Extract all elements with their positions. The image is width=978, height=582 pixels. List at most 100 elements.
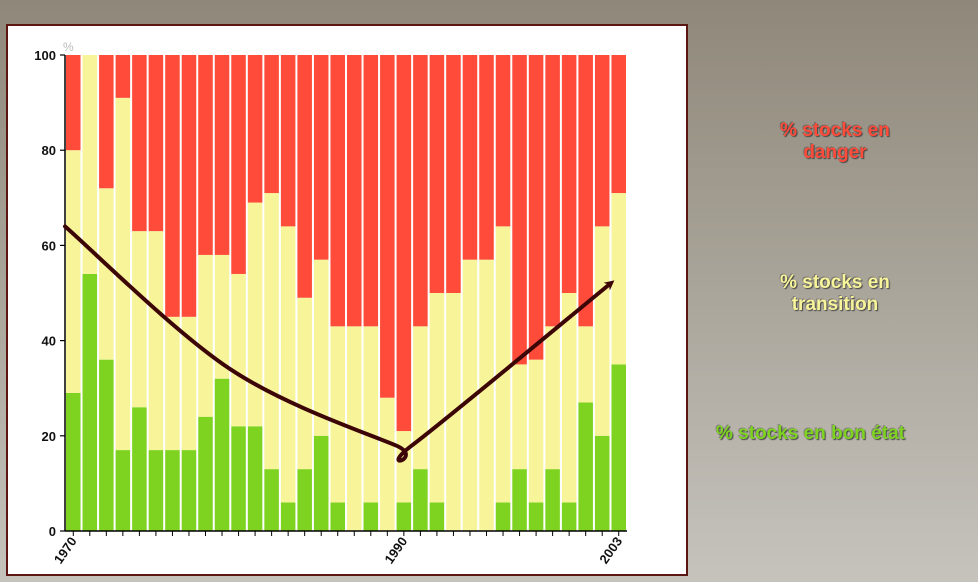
bar-segment-1988-s2 <box>363 55 379 327</box>
bar-segment-1991-s0 <box>413 469 428 531</box>
bar-segment-1990-s1 <box>396 431 412 503</box>
bar-segment-2000-s0 <box>561 502 577 531</box>
legend-good-label: % stocks en bon état <box>716 423 905 444</box>
bar-segment-1973-s0 <box>115 450 131 531</box>
bar-segment-1972-s0 <box>99 359 114 531</box>
y-tick-label-80: 80 <box>42 143 56 158</box>
bar-segment-2000-s2 <box>561 55 577 293</box>
bar-segment-1978-s2 <box>198 55 213 255</box>
bar-segment-1986-s2 <box>330 55 345 327</box>
bar-segment-1975-s1 <box>148 231 164 451</box>
bar-segment-2002-s2 <box>594 55 610 227</box>
bar-segment-1971-s1 <box>82 55 98 274</box>
y-tick-label-40: 40 <box>42 334 56 349</box>
bar-segment-1973-s2 <box>115 55 131 98</box>
bar-segment-1989-s2 <box>380 55 395 398</box>
bar-segment-1992-s2 <box>429 55 445 293</box>
bar-segment-1990-s2 <box>396 55 412 432</box>
bar-segment-1997-s2 <box>512 55 527 365</box>
bar-segment-1996-s1 <box>495 226 511 503</box>
bar-segment-1984-s2 <box>297 55 312 298</box>
bar-segment-1992-s0 <box>429 502 445 531</box>
bar-segment-1984-s0 <box>297 469 312 531</box>
bar-segment-1993-s2 <box>446 55 461 293</box>
bar-segment-1977-s2 <box>181 55 197 317</box>
y-tick-label-60: 60 <box>42 238 56 253</box>
bar-segment-1994-s1 <box>462 259 478 531</box>
bar-segment-1996-s2 <box>495 55 511 227</box>
bar-segment-1975-s0 <box>148 450 164 531</box>
bar-segment-1972-s2 <box>99 55 114 189</box>
bar-segment-1998-s2 <box>528 55 544 360</box>
bar-segment-1986-s0 <box>330 502 345 531</box>
bar-segment-1989-s1 <box>380 397 395 531</box>
bar-segment-1999-s2 <box>545 55 560 327</box>
bar-segment-1973-s1 <box>115 97 131 451</box>
bar-segment-1999-s0 <box>545 469 560 531</box>
bar-segment-1976-s1 <box>165 316 180 451</box>
bar-segment-1991-s2 <box>413 55 428 327</box>
bar-segment-1976-s2 <box>165 55 180 317</box>
bar-segment-1976-s0 <box>165 450 180 531</box>
bar-segment-1983-s1 <box>280 226 296 503</box>
bar-segment-1997-s1 <box>512 364 527 470</box>
bar-segment-1970-s2 <box>66 55 81 151</box>
bar-segment-1997-s0 <box>512 469 527 531</box>
bar-segment-1974-s2 <box>132 55 147 232</box>
bar-segment-1975-s2 <box>148 55 164 232</box>
bar-segment-1992-s1 <box>429 293 445 503</box>
bar-segment-1998-s1 <box>528 359 544 503</box>
chart-panel: 0 20 40 60 80 100% 1970 1990 2003 <box>6 24 688 576</box>
bar-segment-1995-s1 <box>479 259 494 531</box>
bar-segment-1977-s0 <box>181 450 197 531</box>
bar-segment-1980-s0 <box>231 426 246 531</box>
bar-segment-1998-s0 <box>528 502 544 531</box>
y-unit-label: % <box>63 40 74 54</box>
bar-segment-1988-s0 <box>363 502 379 531</box>
bar-segment-1985-s1 <box>313 259 329 436</box>
bar-segment-2003-s1 <box>611 193 626 365</box>
bar-segment-1978-s1 <box>198 254 213 417</box>
bar-segment-1972-s1 <box>99 188 114 360</box>
bar-segment-2000-s1 <box>561 293 577 503</box>
bar-segment-1977-s1 <box>181 316 197 451</box>
bar-segment-1981-s2 <box>247 55 263 203</box>
bar-segment-1980-s1 <box>231 273 246 427</box>
bar-segment-1988-s1 <box>363 326 379 503</box>
x-tick-label-2003: 2003 <box>596 534 625 566</box>
bar-segment-1987-s2 <box>347 55 362 327</box>
bar-segment-2002-s0 <box>594 435 610 531</box>
bar-segment-1978-s0 <box>198 416 213 531</box>
bar-segment-2002-s1 <box>594 226 610 436</box>
bar-segment-1985-s0 <box>313 435 329 531</box>
bar-segment-1999-s1 <box>545 326 560 470</box>
legend-danger-label: % stocks en danger <box>780 120 890 163</box>
y-tick-label-20: 20 <box>42 429 56 444</box>
bar-segment-1982-s2 <box>264 55 279 194</box>
bar-segment-1974-s0 <box>132 407 147 531</box>
bar-segment-1979-s2 <box>214 55 230 255</box>
bar-segment-1981-s0 <box>247 426 263 531</box>
bar-segment-2001-s0 <box>578 402 593 531</box>
bar-segment-1979-s0 <box>214 378 230 531</box>
bar-segment-1970-s0 <box>66 392 81 531</box>
bar-segment-1983-s2 <box>280 55 296 227</box>
bar-segment-1979-s1 <box>214 254 230 379</box>
bar-segment-1986-s1 <box>330 326 345 503</box>
bar-segment-1980-s2 <box>231 55 246 274</box>
bar-segment-2003-s2 <box>611 55 626 194</box>
bar-segment-1982-s0 <box>264 469 279 531</box>
bar-segment-1981-s1 <box>247 202 263 427</box>
bar-segment-1994-s2 <box>462 55 478 260</box>
bar-segment-1982-s1 <box>264 193 279 470</box>
y-tick-label-0: 0 <box>49 524 56 539</box>
legend-transition-label: % stocks en transition <box>780 272 890 315</box>
bar-segment-1990-s0 <box>396 502 412 531</box>
bar-segment-1991-s1 <box>413 326 428 470</box>
bar-segment-1974-s1 <box>132 231 147 408</box>
bar-segment-1985-s2 <box>313 55 329 260</box>
bar-segment-1971-s0 <box>82 273 98 531</box>
bar-segment-2003-s0 <box>611 364 626 531</box>
bar-segment-1970-s1 <box>66 150 81 393</box>
